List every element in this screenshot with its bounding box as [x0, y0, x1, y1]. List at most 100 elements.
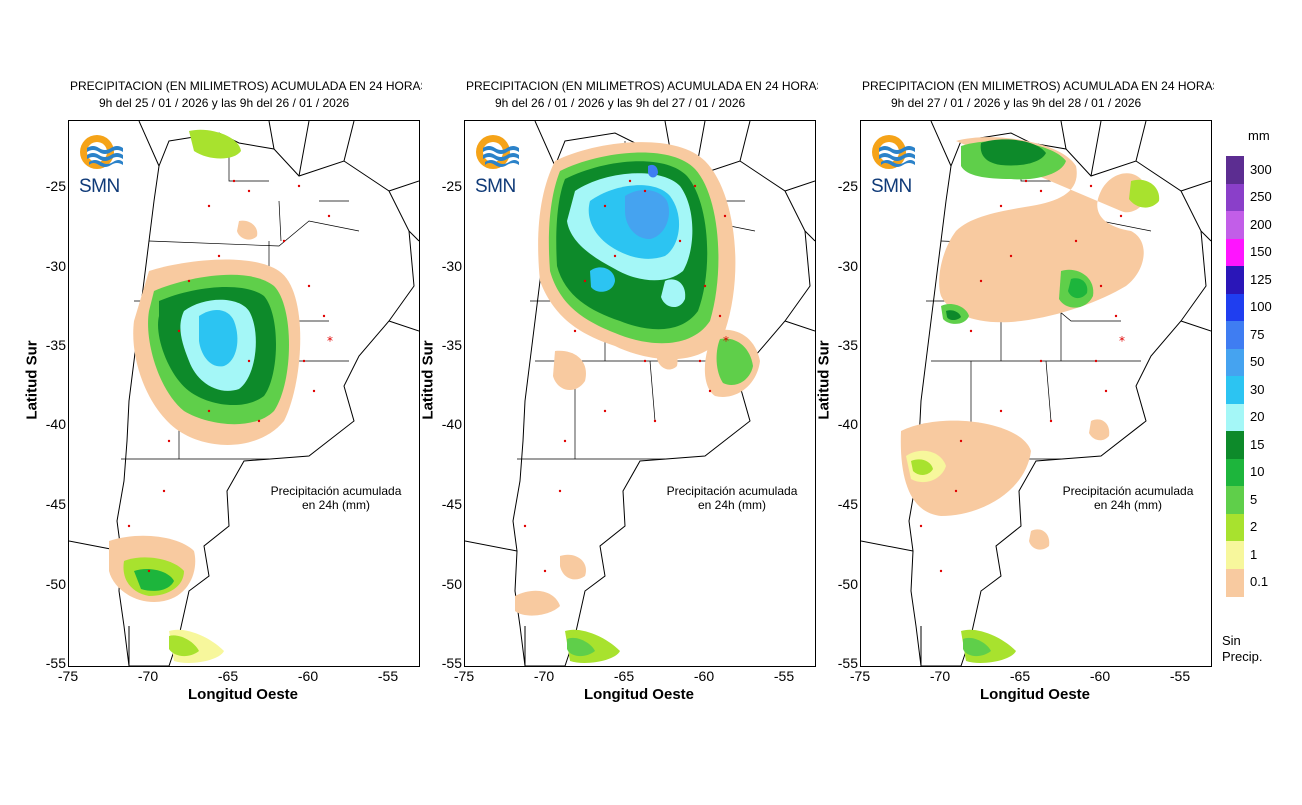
panel-title: PRECIPITACION (EN MILIMETROS) ACUMULADA … — [862, 79, 1214, 93]
legend-label: 30 — [1250, 381, 1265, 397]
map-note: Precipitación acumulada en 24h (mm) — [642, 484, 822, 512]
neighbor-borders — [69, 121, 419, 666]
legend-swatch — [1226, 568, 1244, 597]
legend-label: 1 — [1250, 546, 1258, 562]
legend-swatch — [1226, 293, 1244, 322]
map-panel-3: PRECIPITACION (EN MILIMETROS) ACUMULADA … — [792, 0, 1215, 720]
y-tick: -45 — [837, 496, 858, 512]
legend-label: 20 — [1250, 409, 1265, 425]
no-precip-line-2: Precip. — [1222, 649, 1263, 664]
y-tick: -55 — [837, 655, 858, 671]
note-line-2: en 24h (mm) — [301, 498, 371, 512]
legend-label: 75 — [1250, 326, 1265, 342]
x-tick: -65 — [613, 668, 635, 684]
legend-label: 100 — [1250, 299, 1272, 315]
y-tick: -55 — [45, 655, 66, 671]
legend-swatch — [1226, 513, 1244, 542]
svg-text:*: * — [327, 334, 333, 348]
legend-swatch — [1226, 458, 1244, 487]
smn-logo-text: SMN — [475, 176, 516, 197]
precipitation-map: * — [68, 120, 420, 667]
x-axis-label: Longitud Oeste — [584, 686, 694, 703]
legend-label: 200 — [1250, 216, 1272, 232]
map-panel-2: PRECIPITACION (EN MILIMETROS) ACUMULADA … — [396, 0, 819, 720]
x-tick: -60 — [1089, 668, 1111, 684]
legend-swatch — [1226, 403, 1244, 432]
precip-area-50 — [625, 189, 670, 239]
x-tick: -70 — [929, 668, 951, 684]
y-tick: -25 — [45, 178, 66, 194]
y-tick: -25 — [441, 178, 462, 194]
svg-text:*: * — [723, 334, 729, 348]
legend-label: 300 — [1250, 161, 1272, 177]
y-tick: -50 — [441, 576, 462, 592]
precipitation-map: * — [464, 120, 816, 667]
panel-title: PRECIPITACION (EN MILIMETROS) ACUMULADA … — [466, 79, 818, 93]
legend-swatch — [1226, 266, 1244, 294]
station-markers — [919, 179, 1123, 573]
x-axis-label: Longitud Oeste — [980, 686, 1090, 703]
x-tick: -55 — [377, 668, 399, 684]
note-line-2: en 24h (mm) — [1093, 498, 1163, 512]
legend-swatch — [1226, 156, 1244, 184]
panel-subtitle: 9h del 25 / 01 / 2026 y las 9h del 26 / … — [99, 96, 350, 110]
legend-swatch — [1226, 376, 1244, 404]
y-tick: -25 — [837, 178, 858, 194]
y-tick: -50 — [837, 576, 858, 592]
y-tick: -45 — [45, 496, 66, 512]
legend-swatch — [1226, 541, 1244, 569]
note-line-1: Precipitación acumulada — [1062, 484, 1194, 498]
precip-area-15 — [980, 139, 1046, 166]
note-line-1: Precipitación acumulada — [666, 484, 798, 498]
note-line-1: Precipitación acumulada — [270, 484, 402, 498]
x-tick: -60 — [693, 668, 715, 684]
y-tick: -35 — [441, 337, 462, 353]
svg-text:*: * — [1119, 334, 1125, 348]
legend-no-precip: Sin Precip. — [1222, 633, 1262, 665]
x-tick: -65 — [1009, 668, 1031, 684]
smn-logo: SMN — [77, 132, 133, 198]
color-legend: mm 300 250 200 150 125 100 75 50 30 20 15 10 5 2 1 0.1 … — [1218, 128, 1298, 668]
legend-label: 125 — [1250, 271, 1272, 287]
y-tick: -55 — [441, 655, 462, 671]
legend-label: 50 — [1250, 354, 1265, 370]
y-tick: -40 — [45, 416, 66, 432]
legend-swatch — [1226, 431, 1244, 459]
x-tick: -75 — [57, 668, 79, 684]
station-markers — [523, 179, 727, 573]
x-tick: -70 — [137, 668, 159, 684]
x-tick: -75 — [453, 668, 475, 684]
legend-label: 15 — [1250, 436, 1265, 452]
x-axis-label: Longitud Oeste — [188, 686, 298, 703]
map-note: Precipitación acumulada en 24h (mm) — [1038, 484, 1218, 512]
note-line-2: en 24h (mm) — [697, 498, 767, 512]
panel-subtitle: 9h del 26 / 01 / 2026 y las 9h del 27 / … — [495, 96, 746, 110]
smn-logo: SMN — [869, 132, 925, 198]
y-tick: -30 — [837, 258, 858, 274]
panel-subtitle: 9h del 27 / 01 / 2026 y las 9h del 28 / … — [891, 96, 1142, 110]
x-tick: -55 — [1169, 668, 1191, 684]
y-tick: -35 — [837, 337, 858, 353]
legend-swatch — [1226, 211, 1244, 239]
x-tick: -60 — [297, 668, 319, 684]
legend-swatch — [1226, 348, 1244, 377]
legend-swatch — [1226, 486, 1244, 514]
station-markers — [127, 179, 331, 573]
map-panel-1: PRECIPITACION (EN MILIMETROS) ACUMULADA … — [0, 0, 423, 720]
no-precip-line-1: Sin — [1222, 633, 1241, 648]
legend-unit: mm — [1248, 128, 1270, 143]
legend-label: 5 — [1250, 491, 1258, 507]
smn-logo: SMN — [473, 132, 529, 198]
legend-label: 2 — [1250, 519, 1258, 535]
y-tick: -30 — [441, 258, 462, 274]
x-tick: -55 — [773, 668, 795, 684]
y-tick: -50 — [45, 576, 66, 592]
precip-area-0.1-north — [939, 137, 1147, 323]
y-tick: -40 — [837, 416, 858, 432]
legend-swatch — [1226, 183, 1244, 212]
y-tick: -35 — [45, 337, 66, 353]
x-tick: -70 — [533, 668, 555, 684]
legend-label: 150 — [1250, 244, 1272, 260]
neighbor-borders — [465, 121, 815, 666]
x-tick: -65 — [217, 668, 239, 684]
